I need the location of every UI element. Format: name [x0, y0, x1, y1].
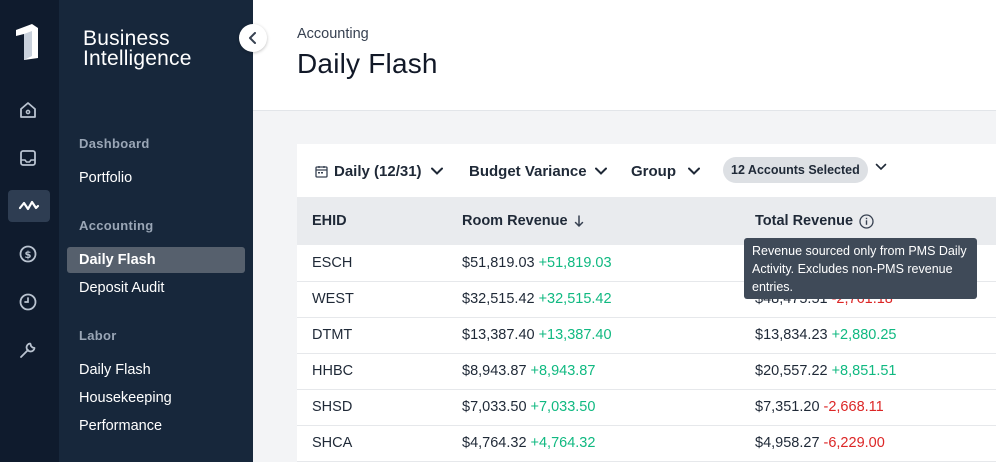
total-revenue-cell: $20,557.22 +8,851.51	[755, 353, 996, 390]
comparison-label: Budget Variance	[469, 162, 587, 180]
column-header-total-revenue[interactable]: Total Revenue	[755, 197, 996, 245]
total-revenue-tooltip: Revenue sourced only from PMS Daily Acti…	[744, 238, 977, 299]
info-icon[interactable]	[859, 213, 874, 229]
room-revenue-cell: $4,764.32 +4,764.32	[462, 425, 755, 462]
room-revenue-variance: +4,764.32	[530, 435, 596, 451]
sidebar-item-accounting-daily-flash[interactable]: Daily Flash	[67, 247, 245, 273]
comparison-dropdown[interactable]: Budget Variance	[469, 160, 607, 182]
total-revenue-cell: $13,834.23 +2,880.25	[755, 317, 996, 354]
sidebar-item-performance[interactable]: Performance	[79, 418, 163, 434]
accounts-selected-pill[interactable]: 12 Accounts Selected	[723, 157, 868, 183]
room-revenue-variance: +13,387.40	[538, 327, 612, 343]
table-row[interactable]: HHBC $8,943.87 +8,943.87 $20,557.22 +8,851…	[297, 353, 996, 390]
sidebar-item-deposit-audit[interactable]: Deposit Audit	[79, 280, 165, 296]
room-revenue-value: $32,515.42	[462, 291, 535, 307]
room-revenue-cell: $7,033.50 +7,033.50	[462, 389, 755, 426]
chevron-down-icon[interactable]	[875, 163, 887, 171]
room-revenue-cell: $51,819.03 +51,819.03	[462, 245, 755, 282]
section-heading-accounting: Accounting	[79, 218, 154, 233]
total-revenue-value: $4,958.27	[755, 435, 820, 451]
total-revenue-value: $20,557.22	[755, 363, 828, 379]
brand-line-1: Business	[83, 27, 170, 50]
total-revenue-variance: -6,229.00	[823, 435, 885, 451]
total-revenue-value: $7,351.20	[755, 399, 820, 415]
filter-toolbar: Daily (12/31) Budget Variance Group 12 A…	[297, 144, 996, 197]
section-heading-dashboard: Dashboard	[79, 136, 150, 151]
room-revenue-cell: $13,387.40 +13,387.40	[462, 317, 755, 354]
room-revenue-variance: +51,819.03	[538, 254, 612, 271]
logo-icon[interactable]	[14, 22, 40, 62]
collapse-sidebar-button[interactable]	[239, 24, 267, 52]
date-filter-label: Daily (12/31)	[334, 162, 422, 180]
total-revenue-header-label: Total Revenue	[755, 213, 854, 229]
room-revenue-value: $8,943.87	[462, 363, 527, 379]
page-header: Accounting Daily Flash	[253, 0, 996, 111]
room-revenue-value: $7,033.50	[462, 399, 527, 415]
room-revenue-value: $13,387.40	[462, 327, 535, 343]
inbox-icon[interactable]	[16, 146, 40, 170]
chevron-left-icon	[249, 32, 256, 44]
sidebar-item-portfolio[interactable]: Portfolio	[79, 170, 133, 186]
report-panel: Daily (12/31) Budget Variance Group 12 A…	[297, 144, 996, 462]
table-row[interactable]: DTMT $13,387.40 +13,387.40 $13,834.23 +2,8…	[297, 317, 996, 354]
main-content: Accounting Daily Flash Daily (12/31) Bud…	[253, 0, 996, 462]
ehid-cell: DTMT	[297, 317, 462, 354]
room-revenue-variance: +32,515.42	[538, 291, 612, 307]
total-revenue-cell: $4,958.27 -6,229.00	[755, 425, 996, 462]
svg-text:$: $	[25, 250, 32, 261]
group-dropdown[interactable]: Group	[631, 160, 700, 182]
column-header-room-revenue[interactable]: Room Revenue	[462, 197, 755, 245]
sort-arrow-down-icon[interactable]	[574, 214, 584, 228]
total-revenue-variance: +2,880.25	[831, 327, 897, 343]
breadcrumb[interactable]: Accounting	[297, 26, 369, 42]
table-row[interactable]: SHCA $4,764.32 +4,764.32 $4,958.27 -6,229.…	[297, 425, 996, 462]
room-revenue-cell: $8,943.87 +8,943.87	[462, 353, 755, 390]
sidebar-item-housekeeping[interactable]: Housekeeping	[79, 390, 172, 406]
icon-rail: $	[0, 0, 59, 462]
chevron-down-icon	[430, 167, 443, 175]
room-revenue-cell: $32,515.42 +32,515.42	[462, 281, 755, 318]
dollar-icon[interactable]: $	[16, 242, 40, 266]
daily-flash-table: EHID Room Revenue Total Revenue	[297, 197, 996, 462]
ehid-cell: SHCA	[297, 425, 462, 462]
sidebar: Business Intelligence Dashboard Portfoli…	[59, 0, 267, 462]
room-revenue-value: $4,764.32	[462, 435, 527, 451]
brand-title: Business Intelligence	[83, 27, 192, 70]
room-revenue-variance: +8,943.87	[530, 363, 596, 379]
chevron-down-icon	[688, 167, 700, 175]
total-revenue-cell: $7,351.20 -2,668.11	[755, 389, 996, 426]
calendar-icon	[315, 165, 328, 178]
room-revenue-variance: +7,033.50	[530, 399, 596, 415]
activity-icon[interactable]	[8, 190, 50, 222]
wrench-icon[interactable]	[16, 338, 40, 362]
total-revenue-variance: +8,851.51	[831, 363, 897, 379]
group-label: Group	[631, 162, 676, 180]
brand-line-2: Intelligence	[83, 47, 192, 70]
total-revenue-value: $13,834.23	[755, 327, 828, 343]
table-row[interactable]: SHSD $7,033.50 +7,033.50 $7,351.20 -2,668.…	[297, 389, 996, 426]
ehid-cell: HHBC	[297, 353, 462, 390]
page-title: Daily Flash	[297, 48, 438, 79]
sidebar-item-labor-daily-flash[interactable]: Daily Flash	[79, 362, 151, 378]
room-revenue-header-label: Room Revenue	[462, 213, 568, 229]
total-revenue-variance: -2,668.11	[823, 399, 884, 415]
ehid-cell: SHSD	[297, 389, 462, 426]
home-icon[interactable]	[16, 98, 40, 122]
clock-icon[interactable]	[16, 290, 40, 314]
chevron-down-icon	[594, 167, 607, 175]
section-heading-labor: Labor	[79, 328, 117, 343]
date-filter-dropdown[interactable]: Daily (12/31)	[315, 160, 443, 182]
ehid-cell: WEST	[297, 281, 462, 318]
ehid-cell: ESCH	[297, 245, 462, 282]
table-header-row: EHID Room Revenue Total Revenue	[297, 197, 996, 245]
column-header-ehid[interactable]: EHID	[312, 213, 347, 229]
room-revenue-value: $51,819.03	[462, 254, 535, 271]
